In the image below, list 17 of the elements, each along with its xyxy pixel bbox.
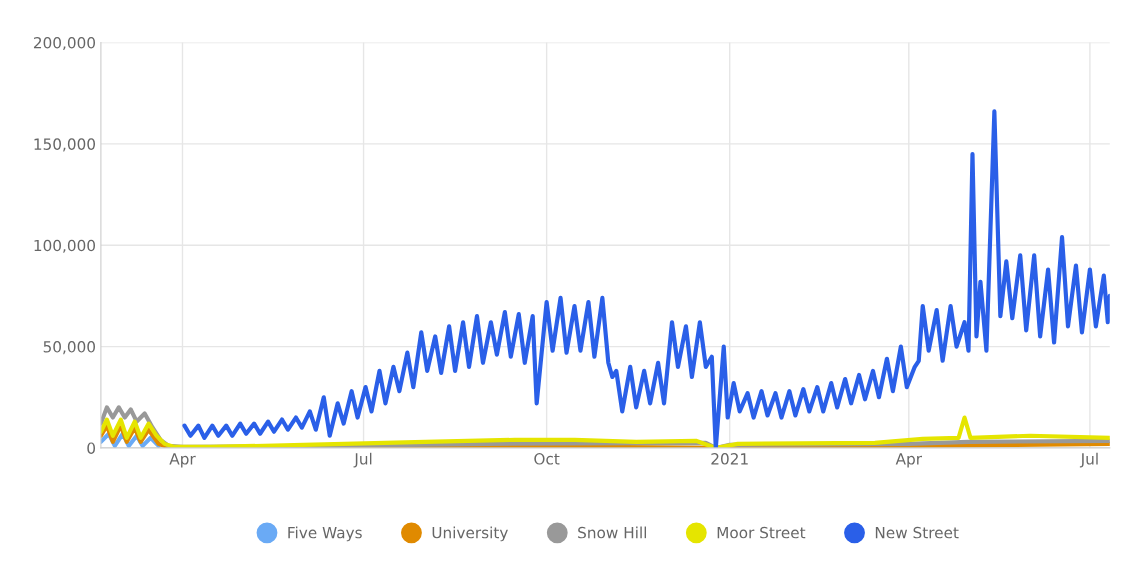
legend-label: Five Ways [288, 526, 362, 542]
legend-label: Snow Hill [578, 526, 647, 539]
x-tick-label: Apr [895, 453, 923, 468]
x-tick-label: Jul [1079, 452, 1098, 468]
legend-label: Moor Street [717, 526, 806, 539]
y-tick-label: 100,000 [34, 239, 96, 253]
y-tick-label: 200,000 [33, 36, 96, 51]
x-tick-label: Jul [353, 452, 372, 468]
y-tick-label: 50,000 [43, 341, 96, 355]
x-tick-label: Apr [169, 453, 196, 468]
x-tick-label: Oct [534, 453, 560, 465]
legend-label: New Street [875, 526, 959, 539]
x-tick-label: 2021 [711, 453, 748, 465]
line-series [182, 109, 1110, 448]
legend-label: University [432, 526, 508, 542]
y-tick-label: 0 [87, 442, 96, 454]
y-tick-label: 150,000 [34, 138, 96, 152]
